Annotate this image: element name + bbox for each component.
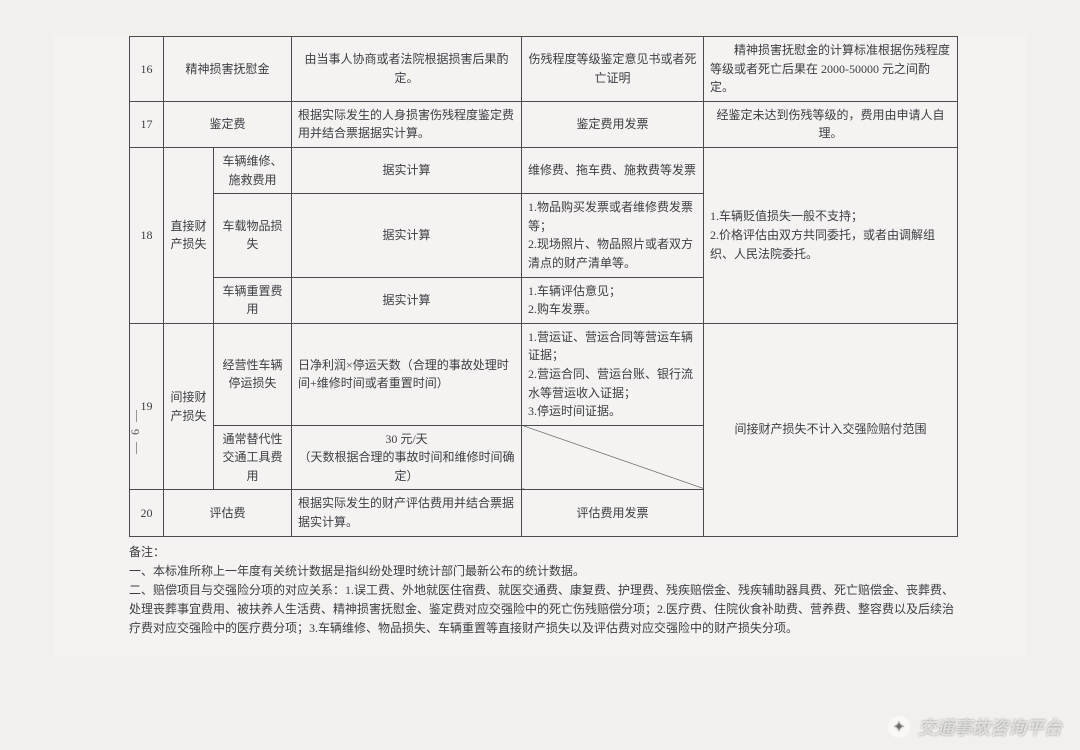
remark: 精神损害抚慰金的计算标准根据伤残程度等级或者死亡后果在 2000-50000 元… (704, 37, 958, 102)
evidence: 1.营运证、营运合同等营运车辆证据； 2.营运合同、营运台账、银行流水等营运收入… (522, 323, 704, 425)
row-number: 16 (130, 37, 164, 102)
evidence: 鉴定费用发票 (522, 101, 704, 147)
notes-line: 二、赔偿项目与交强险分项的对应关系：1.误工费、外地就医住宿费、就医交通费、康复… (129, 581, 957, 639)
evidence-empty (522, 425, 704, 490)
table-row: 17 鉴定费 根据实际发生的人身损害伤残程度鉴定费用并结合票据据实计算。 鉴定费… (130, 101, 958, 147)
sub-item: 车辆维修、施救费用 (214, 147, 292, 193)
evidence: 1.车辆评估意见； 2.购车发票。 (522, 277, 704, 323)
item-name: 精神损害抚慰金 (164, 37, 292, 102)
row-number: 18 (130, 147, 164, 323)
calc-method: 据实计算 (292, 277, 522, 323)
document-page: 16 精神损害抚慰金 由当事人协商或者法院根据损害后果酌定。 伤残程度等级鉴定意… (54, 36, 1026, 656)
method-line: 30 元/天 (385, 432, 427, 446)
item-name: 评估费 (164, 490, 292, 536)
watermark: ✦ 交通事故咨询平台 (888, 714, 1062, 740)
evidence: 伤残程度等级鉴定意见书或者死亡证明 (522, 37, 704, 102)
row-number: 20 (130, 490, 164, 536)
calc-method: 日净利润×停运天数（合理的事故处理时间+维修时间或者重置时间） (292, 323, 522, 425)
remark: 经鉴定未达到伤残等级的，费用由申请人自理。 (704, 101, 958, 147)
calc-method: 根据实际发生的人身损害伤残程度鉴定费用并结合票据据实计算。 (292, 101, 522, 147)
watermark-text: 交通事故咨询平台 (918, 714, 1062, 740)
calc-method: 根据实际发生的财产评估费用并结合票据据实计算。 (292, 490, 522, 536)
notes-heading: 备注： (129, 543, 957, 562)
sub-item: 车辆重置费用 (214, 277, 292, 323)
sub-item: 经营性车辆停运损失 (214, 323, 292, 425)
group-name: 间接财产损失 (164, 323, 214, 490)
calc-method: 由当事人协商或者法院根据损害后果酌定。 (292, 37, 522, 102)
compensation-table: 16 精神损害抚慰金 由当事人协商或者法院根据损害后果酌定。 伤残程度等级鉴定意… (129, 36, 958, 537)
calc-method: 据实计算 (292, 194, 522, 277)
table-row: 18 直接财产损失 车辆维修、施救费用 据实计算 维修费、拖车费、施救费等发票 … (130, 147, 958, 193)
calc-method: 30 元/天 （天数根据合理的事故时间和维修时间确定） (292, 425, 522, 490)
row-number: 19 (130, 323, 164, 490)
calc-method: 据实计算 (292, 147, 522, 193)
item-name: 鉴定费 (164, 101, 292, 147)
evidence: 1.物品购买发票或者维修费发票等； 2.现场照片、物品照片或者双方清点的财产清单… (522, 194, 704, 277)
notes-line: 一、本标准所称上一年度有关统计数据是指纠纷处理时统计部门最新公布的统计数据。 (129, 562, 957, 581)
page-number: — 6 — (128, 408, 143, 454)
sub-item: 通常替代性交通工具费用 (214, 425, 292, 490)
notes-block: 备注： 一、本标准所称上一年度有关统计数据是指纠纷处理时统计部门最新公布的统计数… (129, 543, 957, 639)
evidence: 评估费用发票 (522, 490, 704, 536)
remark: 间接财产损失不计入交强险赔付范围 (704, 323, 958, 536)
method-line: （天数根据合理的事故时间和维修时间确定） (299, 450, 515, 483)
table-row: 19 间接财产损失 经营性车辆停运损失 日净利润×停运天数（合理的事故处理时间+… (130, 323, 958, 425)
group-name: 直接财产损失 (164, 147, 214, 323)
remark: 1.车辆贬值损失一般不支持； 2.价格评估由双方共同委托，或者由调解组织、人民法… (704, 147, 958, 323)
sub-item: 车载物品损失 (214, 194, 292, 277)
row-number: 17 (130, 101, 164, 147)
table-row: 16 精神损害抚慰金 由当事人协商或者法院根据损害后果酌定。 伤残程度等级鉴定意… (130, 37, 958, 102)
evidence: 维修费、拖车费、施救费等发票 (522, 147, 704, 193)
wechat-icon: ✦ (888, 716, 910, 738)
